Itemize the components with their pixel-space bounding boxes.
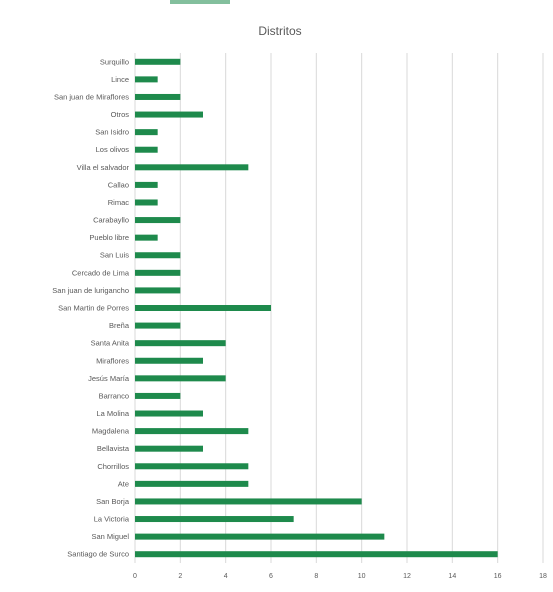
bar — [135, 111, 203, 118]
x-tick-label: 2 — [178, 573, 182, 580]
category-label: Jesús María — [88, 374, 130, 383]
category-label: San Isidro — [95, 128, 129, 137]
bar — [135, 287, 181, 294]
category-label: Miraflores — [96, 356, 129, 365]
category-label: Callao — [108, 180, 129, 189]
category-label: Breña — [109, 321, 130, 330]
category-label: Magdalena — [92, 427, 130, 436]
bar — [135, 217, 181, 224]
category-label: San juan de lurigancho — [52, 286, 129, 295]
x-tick-label: 10 — [358, 573, 366, 580]
category-label: La Molina — [96, 409, 129, 418]
bar — [135, 252, 181, 259]
bar — [135, 392, 181, 399]
bar — [135, 269, 181, 276]
bar — [135, 58, 181, 65]
bar — [135, 498, 362, 505]
category-label: Chorrillos — [97, 462, 129, 471]
category-label: Santiago de Surco — [67, 550, 129, 559]
bar — [135, 428, 249, 435]
category-label: La Victoria — [94, 515, 130, 524]
category-label: San Borja — [96, 497, 130, 506]
x-tick-label: 14 — [448, 573, 456, 580]
bar — [135, 164, 249, 171]
x-tick-label: 0 — [133, 573, 137, 580]
category-label: San juan de Miraflores — [54, 92, 129, 101]
x-tick-label: 6 — [269, 573, 273, 580]
x-tick-label: 8 — [314, 573, 318, 580]
bar — [135, 199, 158, 206]
x-tick-label: 16 — [494, 573, 502, 580]
category-labels: Surquillo Lince San juan de Miraflores Otro… — [52, 57, 130, 558]
category-label: San Miguel — [91, 532, 129, 541]
category-label: Pueblo libre — [89, 233, 129, 242]
x-tick-label: 4 — [224, 573, 228, 580]
gridlines — [134, 53, 544, 563]
bar — [135, 76, 158, 83]
top-accent-strip — [170, 0, 230, 4]
bar — [135, 516, 294, 523]
x-tick-labels: 0 2 4 6 8 10 12 14 16 18 — [133, 573, 547, 580]
category-label: Bellavista — [97, 444, 130, 453]
category-label: Rimac — [108, 198, 130, 207]
bar — [135, 551, 498, 558]
x-tick-label: 12 — [403, 573, 411, 580]
bar — [135, 375, 226, 382]
category-label: Barranco — [99, 391, 129, 400]
bar — [135, 93, 181, 100]
bar — [135, 181, 158, 188]
category-label: Lince — [111, 75, 129, 84]
category-label: Otros — [111, 110, 130, 119]
chart-title: Distritos — [258, 24, 301, 38]
category-label: Villa el salvador — [77, 163, 130, 172]
bar — [135, 533, 385, 540]
category-label: San Martin de Porres — [58, 304, 129, 313]
bar — [135, 340, 226, 347]
bar — [135, 410, 203, 417]
category-label: San Luis — [100, 251, 129, 260]
category-label: Los olivos — [96, 145, 130, 154]
bar — [135, 322, 181, 329]
category-label: Cercado de Lima — [72, 268, 130, 277]
bars — [135, 58, 498, 558]
category-label: Ate — [118, 479, 129, 488]
category-label: Santa Anita — [91, 339, 130, 348]
bar — [135, 234, 158, 241]
bar — [135, 357, 203, 364]
category-label: Surquillo — [100, 57, 129, 66]
bar — [135, 129, 158, 136]
bar — [135, 480, 249, 487]
bar — [135, 146, 158, 153]
bar — [135, 445, 203, 452]
bar — [135, 305, 271, 311]
category-label: Carabayllo — [93, 216, 129, 225]
bar — [135, 463, 249, 470]
x-tick-label: 18 — [539, 573, 547, 580]
